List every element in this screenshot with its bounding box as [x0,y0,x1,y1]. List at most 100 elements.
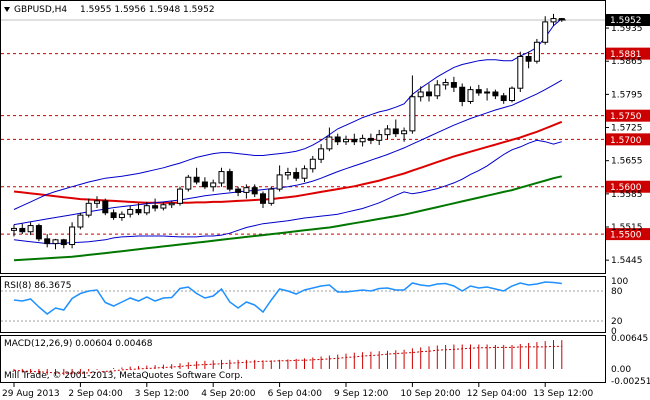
candle-bear [260,193,266,204]
macd-signal-line [13,345,562,374]
rsi-tick-label: 100 [611,277,628,287]
price-tick-label: 1.5655 [611,157,643,167]
candle-bull [409,96,416,132]
candle-bull [85,202,92,216]
time-tick-label: 12 Sep 04:00 [467,389,527,399]
candle-bear [293,172,300,179]
candle-bull [243,187,250,193]
triangle-down-icon[interactable] [4,7,10,12]
candle-bull [276,174,283,190]
candle-bull [210,182,217,188]
macd-tick-label: -0.00251 [611,377,650,387]
candle-bear [334,136,341,143]
candle-bear [44,238,51,245]
candle-bear [351,138,358,143]
level-price-label: 1.5881 [610,50,642,60]
bollinger-lower-line [13,139,562,245]
price-tick-label: 1.5795 [611,90,643,100]
level-price-box [606,109,650,122]
candle-bear [152,205,159,209]
price-tick-label: 1.5725 [611,124,643,134]
rsi-label: RSI(8) 86.3675 [4,281,71,291]
candle-bear [251,187,258,195]
macd-tick-label: 0.00 [611,365,631,375]
rsi-line [13,281,562,315]
candle-bull [517,55,524,89]
candle-bull [168,202,175,206]
candle-bear [201,181,208,188]
current-price-label: 1.5952 [610,16,642,26]
candle-bull [542,21,549,43]
level-price-label: 1.5600 [610,183,642,193]
time-tick-label: 3 Sep 12:00 [135,389,190,399]
candle-bull [417,91,424,98]
candle-bear [392,128,399,135]
candle-bear [525,55,532,62]
candle-bear [475,89,482,94]
candle-bull [52,239,59,245]
candle-bull [384,128,391,136]
price-tick-label: 1.5585 [611,190,643,200]
level-price-label: 1.5750 [610,112,642,122]
candle-bear [110,212,117,219]
candle-bull [401,130,408,135]
candle-bear [60,239,67,246]
candle-bear [235,188,242,193]
level-price-label: 1.5700 [610,136,642,146]
bollinger-upper-line [13,18,563,210]
ohlc-values: 1.5955 1.5956 1.5948 1.5952 [80,5,215,15]
candle-bull [118,213,125,219]
rsi-tick-label: 0 [611,327,617,337]
candle-bull [442,82,449,86]
candle-bear [492,91,499,97]
candle-bull [376,134,383,141]
current-price-box [606,14,650,26]
candle-bull [185,176,192,190]
rsi-tick-label: 20 [611,317,623,327]
level-price-box [606,180,650,193]
candle-bull [69,226,76,246]
candle-bear [193,176,200,183]
candle-bull [94,200,100,204]
price-tick-label: 1.5935 [611,24,643,34]
candle-bull [127,208,134,215]
price-tick-label: 1.5865 [611,57,643,67]
time-tick-label: 4 Sep 20:00 [201,389,256,399]
rsi-panel[interactable] [0,276,606,333]
candle-bull [301,168,308,179]
candle-bull [143,205,150,214]
macd-tick-label: 0.00645 [611,334,648,344]
candle-bull [467,89,474,102]
candle-bull [509,87,515,102]
candle-bull [177,188,183,204]
candle-bear [35,225,42,240]
candle-bear [102,200,109,214]
candle-bull [27,225,34,233]
macd-label: MACD(12,26,9) 0.00604 0.00468 [4,339,153,349]
candle-bull [484,91,491,94]
macd-panel[interactable] [0,335,606,383]
candle-bull [326,136,333,150]
time-tick-label: 10 Sep 20:00 [400,389,460,399]
price-panel[interactable] [0,0,606,274]
symbol-timeframe: GBPUSD,H4 [14,5,67,15]
candle-bull [284,172,291,176]
candle-bear [500,95,507,102]
ma-green-line [13,175,563,262]
level-price-box [606,133,650,146]
candle-bull [318,148,325,160]
candle-bull [550,18,557,23]
price-tick-label: 1.5515 [611,223,643,233]
candle-bear [450,82,457,88]
copyright-text: Mill Trade, © 2001-2013, MetaQuotes Soft… [4,371,243,381]
candle-bull [359,137,366,143]
candle-bull [434,84,441,97]
candle-bull [533,41,540,62]
candle-bull [343,138,349,143]
candle-bear [226,171,233,190]
candle-bull [218,171,225,184]
price-tick-label: 1.5445 [611,256,643,266]
time-tick-label: 9 Sep 12:00 [334,389,389,399]
level-price-box [606,228,650,241]
